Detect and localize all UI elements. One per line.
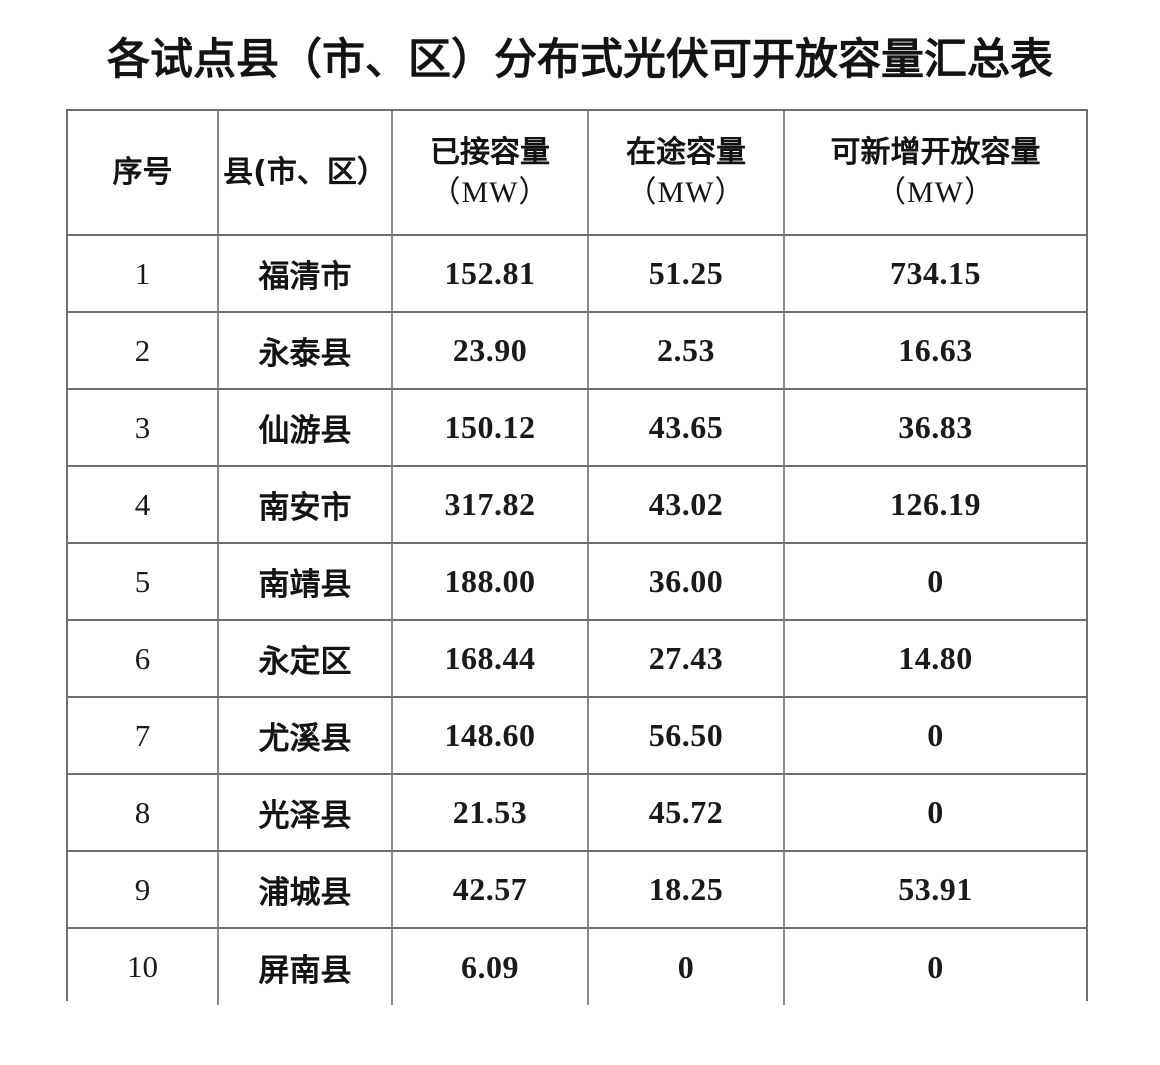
capacity-table-container: 序号 县(市、区） 已接容量 （MW） 在途容量 （MW） 可新增开放容量 xyxy=(66,109,1088,1005)
cell-index: 6 xyxy=(68,620,219,698)
table-row: 1 福清市 152.81 51.25 734.15 xyxy=(68,235,1086,313)
table-row: 5 南靖县 188.00 36.00 0 xyxy=(68,543,1086,621)
cell-available-capacity: 0 xyxy=(784,543,1086,621)
table-header: 序号 县(市、区） 已接容量 （MW） 在途容量 （MW） 可新增开放容量 xyxy=(68,111,1086,236)
table-header-row: 序号 县(市、区） 已接容量 （MW） 在途容量 （MW） 可新增开放容量 xyxy=(68,111,1086,236)
cell-index: 8 xyxy=(68,774,219,852)
cell-in-progress-capacity: 56.50 xyxy=(588,697,785,775)
cell-county: 永定区 xyxy=(218,620,393,698)
page-title: 各试点县（市、区）分布式光伏可开放容量汇总表 xyxy=(107,35,1053,85)
cell-index: 1 xyxy=(68,235,219,313)
cell-connected-capacity: 21.53 xyxy=(392,774,589,852)
table-row: 6 永定区 168.44 27.43 14.80 xyxy=(68,620,1086,698)
cell-connected-capacity: 168.44 xyxy=(392,620,589,698)
table-row: 2 永泰县 23.90 2.53 16.63 xyxy=(68,312,1086,390)
table-row: 7 尤溪县 148.60 56.50 0 xyxy=(68,697,1086,775)
cell-index: 3 xyxy=(68,389,219,467)
table-body: 1 福清市 152.81 51.25 734.15 2 永泰县 23.90 2.53 16.63 3… xyxy=(68,235,1086,1005)
cell-in-progress-capacity: 0 xyxy=(588,928,785,1005)
table-row: 3 仙游县 150.12 43.65 36.83 xyxy=(68,389,1086,467)
cell-connected-capacity: 188.00 xyxy=(392,543,589,621)
column-header-connected-capacity-label: 已接容量 xyxy=(430,134,550,170)
column-header-index: 序号 xyxy=(68,111,219,236)
column-header-in-progress-capacity-unit: （MW） xyxy=(626,175,746,209)
column-header-in-progress-capacity-label: 在途容量 xyxy=(626,134,746,170)
table-row: 9 浦城县 42.57 18.25 53.91 xyxy=(68,851,1086,929)
cell-available-capacity: 126.19 xyxy=(784,466,1086,544)
cell-in-progress-capacity: 2.53 xyxy=(588,312,785,390)
cell-county: 仙游县 xyxy=(218,389,393,467)
cell-available-capacity: 16.63 xyxy=(784,312,1086,390)
capacity-table: 序号 县(市、区） 已接容量 （MW） 在途容量 （MW） 可新增开放容量 xyxy=(68,111,1086,1005)
cell-in-progress-capacity: 18.25 xyxy=(588,851,785,929)
cell-index: 2 xyxy=(68,312,219,390)
cell-index: 7 xyxy=(68,697,219,775)
cell-in-progress-capacity: 36.00 xyxy=(588,543,785,621)
column-header-in-progress-capacity: 在途容量 （MW） xyxy=(588,111,785,236)
cell-in-progress-capacity: 43.65 xyxy=(588,389,785,467)
column-header-index-label: 序号 xyxy=(112,154,173,190)
cell-county: 浦城县 xyxy=(218,851,393,929)
cell-county: 光泽县 xyxy=(218,774,393,852)
column-header-available-capacity-unit: （MW） xyxy=(876,175,995,209)
cell-in-progress-capacity: 43.02 xyxy=(588,466,785,544)
column-header-connected-capacity-unit: （MW） xyxy=(430,175,550,209)
cell-county: 南靖县 xyxy=(218,543,393,621)
cell-county: 福清市 xyxy=(218,235,393,313)
cell-available-capacity: 36.83 xyxy=(784,389,1086,467)
cell-available-capacity: 734.15 xyxy=(784,235,1086,313)
cell-county: 尤溪县 xyxy=(218,697,393,775)
cell-index: 9 xyxy=(68,851,219,929)
cell-available-capacity: 0 xyxy=(784,928,1086,1005)
column-header-available-capacity: 可新增开放容量 （MW） xyxy=(784,111,1086,236)
cell-index: 10 xyxy=(68,928,219,1005)
column-header-county: 县(市、区） xyxy=(218,111,393,236)
cell-in-progress-capacity: 51.25 xyxy=(588,235,785,313)
cell-index: 4 xyxy=(68,466,219,544)
cell-in-progress-capacity: 45.72 xyxy=(588,774,785,852)
table-row: 10 屏南县 6.09 0 0 xyxy=(68,928,1086,1005)
cell-in-progress-capacity: 27.43 xyxy=(588,620,785,698)
table-row: 8 光泽县 21.53 45.72 0 xyxy=(68,774,1086,852)
cell-connected-capacity: 317.82 xyxy=(392,466,589,544)
cell-connected-capacity: 6.09 xyxy=(392,928,589,1005)
cell-connected-capacity: 148.60 xyxy=(392,697,589,775)
cell-index: 5 xyxy=(68,543,219,621)
column-header-connected-capacity: 已接容量 （MW） xyxy=(392,111,589,236)
cell-county: 永泰县 xyxy=(218,312,393,390)
cell-connected-capacity: 150.12 xyxy=(392,389,589,467)
cell-available-capacity: 0 xyxy=(784,774,1086,852)
table-row: 4 南安市 317.82 43.02 126.19 xyxy=(68,466,1086,544)
column-header-available-capacity-label: 可新增开放容量 xyxy=(830,134,1041,170)
cell-connected-capacity: 23.90 xyxy=(392,312,589,390)
cell-available-capacity: 14.80 xyxy=(784,620,1086,698)
cell-connected-capacity: 152.81 xyxy=(392,235,589,313)
cell-available-capacity: 0 xyxy=(784,697,1086,775)
cell-connected-capacity: 42.57 xyxy=(392,851,589,929)
cell-available-capacity: 53.91 xyxy=(784,851,1086,929)
column-header-county-label: 县(市、区） xyxy=(223,154,387,190)
cell-county: 屏南县 xyxy=(218,928,393,1005)
cell-county: 南安市 xyxy=(218,466,393,544)
